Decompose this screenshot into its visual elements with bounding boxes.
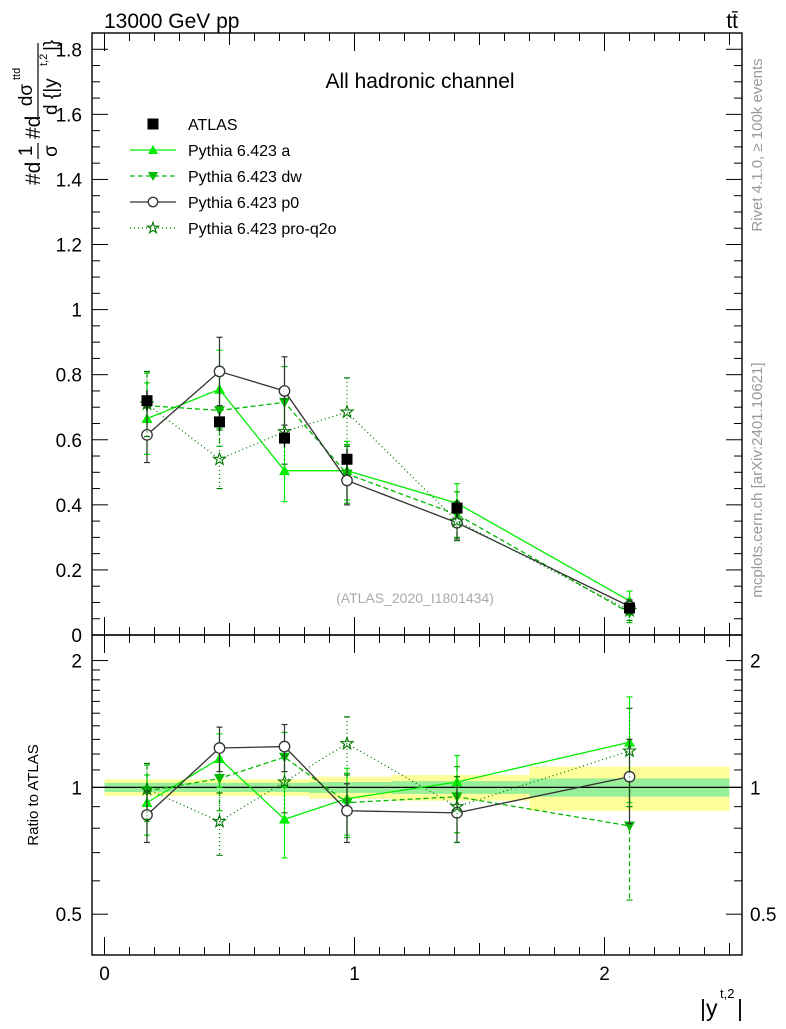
ratio-tick-label-right: 2 <box>750 652 761 673</box>
y-tick-label: 1 <box>71 301 82 322</box>
legend-marker-0 <box>148 145 158 154</box>
xlabel-base: |y <box>700 995 718 1021</box>
legend-label-2: Pythia 6.423 p0 <box>188 195 299 212</box>
series-3-ratio-point <box>139 781 155 796</box>
legend-label-3: Pythia 6.423 pro-q2o <box>188 221 337 238</box>
series-2-main-line <box>146 370 630 607</box>
source-label: mcplots.cern.ch [arXiv:2401.10621] <box>749 362 766 597</box>
legend-marker-2 <box>147 196 159 208</box>
ratio-plot-frame <box>91 634 743 956</box>
legend-atlas-label: ATLAS <box>188 117 238 134</box>
ratio-tick-label-left: 1 <box>71 778 82 799</box>
ratio-series-layer <box>139 696 638 901</box>
legend-label-0: Pythia 6.423 a <box>188 143 290 160</box>
ylabel-one: 1 <box>16 146 37 157</box>
series-2-ratio-point <box>213 742 226 754</box>
series-1-ratio-line <box>146 756 630 827</box>
legend-marker-1 <box>148 172 158 181</box>
ratio-tick-label-right: 0.5 <box>750 905 776 926</box>
y-tick-label: 1.6 <box>56 105 82 126</box>
atlas-data-point <box>624 602 635 614</box>
ratio-tick-label-left: 2 <box>71 652 82 673</box>
ylabel-sigma: σ <box>41 145 62 157</box>
x-axis-title: |y t,2 | <box>700 986 743 1021</box>
atlas-data-point <box>141 395 153 407</box>
ylabel-prefix: #d <box>22 162 45 185</box>
series-1-main-point <box>214 406 225 416</box>
series-2-main <box>141 336 636 614</box>
y-tick-label: 0.6 <box>56 431 82 452</box>
y-tick-label: 1.4 <box>56 170 83 191</box>
series-3-ratio-line <box>146 742 630 823</box>
ylabel-num-sup: ttd <box>11 68 23 80</box>
ylabel-num: dσ <box>16 84 37 107</box>
atlas-data-point <box>279 432 290 444</box>
series-0-main-line <box>146 388 630 602</box>
series-3-ratio <box>139 707 638 856</box>
series-2-ratio-point <box>141 809 153 821</box>
series-1-main <box>141 365 635 624</box>
y-tick-label: 0.2 <box>56 561 82 582</box>
series-3-ratio-point <box>211 813 228 829</box>
x-tick-label: 1 <box>349 964 360 985</box>
y-tick-label: 1.8 <box>56 40 82 61</box>
series-1-main-line <box>146 401 630 614</box>
y-tick-label: 0 <box>71 626 82 647</box>
ylabel-mid: #d <box>22 116 45 139</box>
analysis-id: (ATLAS_2020_I1801434) <box>336 590 494 606</box>
series-1-ratio-point <box>214 774 225 784</box>
series-2-main-point <box>278 385 291 397</box>
ratio-axis-ticks <box>92 635 742 955</box>
atlas-data-point <box>214 416 225 428</box>
series-3-ratio-point <box>449 798 465 814</box>
y-tick-label: 0.4 <box>56 496 83 517</box>
ylabel-den-end: |} <box>41 40 62 51</box>
ratio-tick-label-left: 0.5 <box>56 905 82 926</box>
legend-marker-3 <box>145 220 161 235</box>
series-3-main-point <box>449 513 465 528</box>
series-3-main-point <box>211 451 228 466</box>
y-tick-label: 1.2 <box>56 236 82 257</box>
main-series-layer <box>139 336 638 624</box>
ratio-tick-label-right: 1 <box>750 778 761 799</box>
series-0-ratio-line <box>146 741 630 821</box>
series-2-main-point <box>213 365 226 378</box>
chart-title: All hadronic channel <box>325 70 514 93</box>
ratio-axis-title: Ratio to ATLAS <box>25 744 42 845</box>
series-3-ratio-point <box>339 735 355 751</box>
atlas-data-point <box>451 502 463 514</box>
series-2-main-point <box>141 429 153 441</box>
legend-atlas-marker <box>147 118 159 130</box>
tick-label-layer: 0 0.2 0.4 0.6 0.8 1 1.2 1.4 1.6 1.8 0 1 2 0.5 0.5 1 1 2 2 <box>56 40 777 985</box>
series-2-ratio-line <box>146 745 630 816</box>
atlas-data-point <box>341 453 353 465</box>
series-0-main <box>141 349 635 612</box>
series-2-ratio-point <box>278 740 291 753</box>
legend-label-1: Pythia 6.423 dw <box>188 169 302 186</box>
x-tick-label: 0 <box>99 964 110 985</box>
series-2-main-point <box>341 474 353 487</box>
series-0-ratio-point <box>279 813 290 824</box>
ylabel-den: d {|y <box>41 78 62 115</box>
series-0-main-point <box>279 465 290 476</box>
series-3-ratio-point <box>621 743 638 758</box>
rivet-label: Rivet 4.1.0, ≥ 100k events <box>749 58 766 231</box>
atlas-data-layer <box>141 390 635 614</box>
series-3-main-point <box>339 404 355 419</box>
ylabel-den-sup: t,2 <box>38 54 50 66</box>
series-2-ratio-point <box>341 804 353 817</box>
xlabel-end: | <box>737 995 743 1021</box>
legend: ATLAS Pythia 6.423 a Pythia 6.423 dw Pythia… <box>130 117 337 238</box>
xlabel-sup: t,2 <box>720 986 734 1001</box>
x-tick-label: 2 <box>599 964 610 985</box>
y-axis-title: #d 1 σ #d dσ ttd d {|y t,2 |} <box>11 40 62 185</box>
energy-label: 13000 GeV pp <box>104 10 239 33</box>
series-3-ratio-point <box>276 773 293 789</box>
process-label: tt̄ <box>726 10 738 33</box>
y-tick-label: 0.8 <box>56 366 82 387</box>
